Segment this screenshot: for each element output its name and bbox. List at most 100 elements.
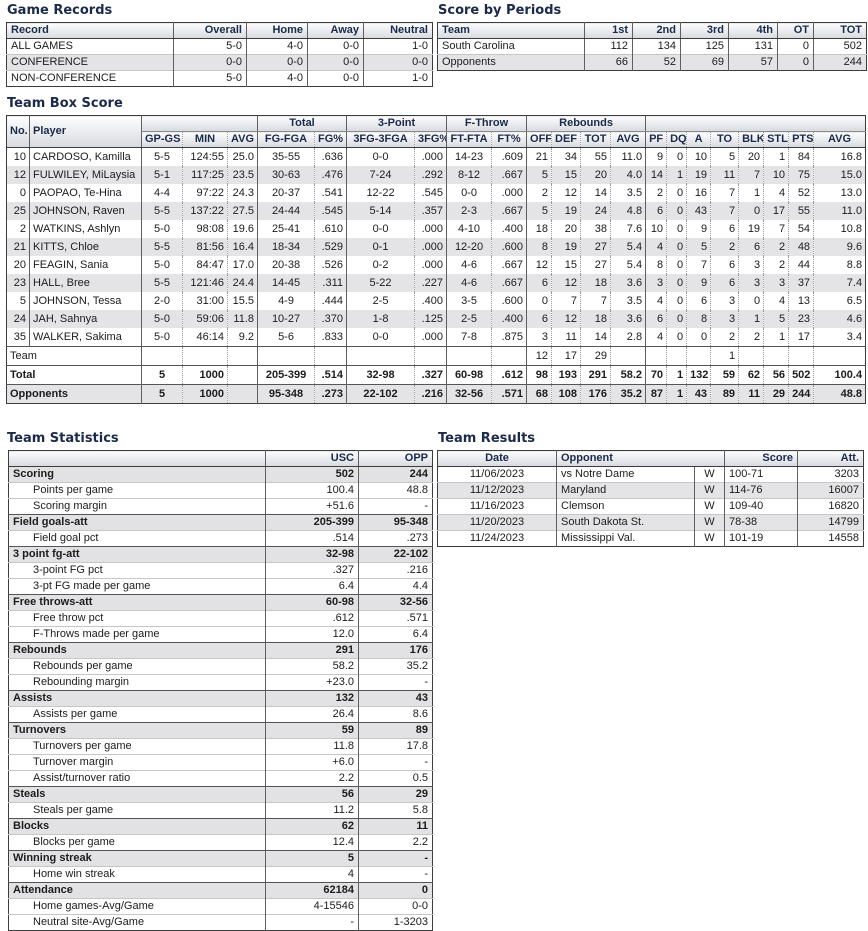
stat-cell: .610 xyxy=(314,220,347,238)
table-row: Assists per game 26.4 8.6 xyxy=(8,706,433,723)
cell: 11/24/2023 xyxy=(469,532,525,544)
score-by-periods-section: Score by Periods Team 1st 2nd 3rd 4th OT TOT So… xyxy=(437,3,868,71)
column-header: Record xyxy=(6,22,174,39)
stat-cell: 3.6 xyxy=(610,274,646,292)
stat-cell: 3 xyxy=(763,274,789,292)
stat-cell: 20 xyxy=(580,166,611,184)
cell: 11.2 xyxy=(265,802,359,819)
stat-cell: 95-348 xyxy=(257,384,315,404)
stat-cell xyxy=(346,346,415,366)
cell: 5.8 xyxy=(358,802,433,819)
stat-cell: 5-0 xyxy=(141,220,183,238)
cell: 11/20/2023 xyxy=(469,516,525,528)
stat-cell: .545 xyxy=(414,184,447,202)
stat-cell: 7.4 xyxy=(813,274,866,292)
stat-cell: 44 xyxy=(788,256,814,274)
player-name-cell: FULWILEY, MiLaysia xyxy=(29,166,142,184)
cell: 0 xyxy=(358,882,433,899)
cell: W xyxy=(694,466,725,483)
cell: +6.0 xyxy=(265,754,359,771)
stat-cell: .609 xyxy=(491,147,527,166)
stat-cell: .514 xyxy=(314,365,347,385)
stat-cell: 100.4 xyxy=(813,365,866,385)
column-header: FG% xyxy=(314,131,347,148)
stat-cell: 0-0 xyxy=(446,184,492,202)
table-row: 3-pt FG made per game 6.4 4.4 xyxy=(8,578,433,595)
cell: Turnovers xyxy=(13,724,66,736)
stat-cell: 5-0 xyxy=(141,310,183,328)
stat-cell: 6 xyxy=(710,220,739,238)
player-row: 12 FULWILEY, MiLaysia 5-1 117:25 23.5 30-63.4… xyxy=(6,166,866,184)
stat-cell: 5-14 xyxy=(346,202,415,220)
player-row: 24 JAH, Sahnya 5-0 59:06 11.8 10-27.370 1-8.12… xyxy=(6,310,866,328)
column-header: MIN xyxy=(182,131,228,148)
stat-cell: 17 xyxy=(551,346,581,366)
stat-cell: 0 xyxy=(666,274,687,292)
stat-cell: 6 xyxy=(710,256,739,274)
column-header: FT% xyxy=(491,131,527,148)
stat-cell: 52 xyxy=(788,184,814,202)
table-row: Rebounds per game 58.2 35.2 xyxy=(8,658,433,675)
stat-cell: 18 xyxy=(526,220,552,238)
stat-cell: 7 xyxy=(580,292,611,310)
team-statistics-table: USC OPP Scoring 502 244 Points per game 100.4 4… xyxy=(8,450,433,931)
stat-cell: 2 xyxy=(19,223,26,235)
stat-cell: .125 xyxy=(414,310,447,328)
stat-cell: 10 xyxy=(13,151,26,163)
stat-cell: 1 xyxy=(666,365,687,385)
cell: Rebounds per game xyxy=(33,660,133,672)
stat-cell: 8-12 xyxy=(446,166,492,184)
stat-cell: 18 xyxy=(580,310,611,328)
stat-cell: 4.0 xyxy=(610,166,646,184)
cell: - xyxy=(358,850,433,867)
stat-cell: 3.5 xyxy=(610,292,646,310)
stat-cell: 20 xyxy=(551,220,581,238)
stat-cell: .000 xyxy=(491,184,527,202)
group-header-row: No. Player Total 3-Point F-Throw Rebounds xyxy=(6,115,866,148)
column-header: FG-FGA xyxy=(257,131,315,148)
table-row: South Carolina 112 134 125 131 0 502 xyxy=(438,38,867,55)
cell: 100.4 xyxy=(265,482,359,499)
team-results-table: Date Opponent Score Att. 11/06/2023 vs Notre … xyxy=(437,450,864,547)
stat-cell: .667 xyxy=(491,274,527,292)
cell: 66 xyxy=(584,54,633,71)
stat-cell: 35.2 xyxy=(610,384,646,404)
team-results-title: Team Results xyxy=(438,431,536,446)
player-row: 5 JOHNSON, Tessa 2-0 31:00 15.5 4-9.444 2-5.40… xyxy=(7,292,866,310)
cell: 0 xyxy=(777,38,814,55)
stat-cell: 1 xyxy=(763,147,789,166)
stat-cell: 59:06 xyxy=(182,310,228,328)
cell: .514 xyxy=(265,530,359,547)
stat-cell: 24.3 xyxy=(226,184,258,202)
cell: .612 xyxy=(265,610,359,627)
stat-cell: .400 xyxy=(414,292,447,310)
cell: 291 xyxy=(265,642,359,659)
stat-cell: 37 xyxy=(788,274,814,292)
cell: Scoring xyxy=(13,468,54,480)
stat-cell: .541 xyxy=(314,184,347,202)
player-row: 20 FEAGIN, Sania 5-0 84:47 17.0 20-38.526 0-2.… xyxy=(7,256,866,274)
stat-cell: 89 xyxy=(710,384,739,404)
cell: Turnover margin xyxy=(33,756,114,768)
cell: 5-0 xyxy=(173,70,247,87)
column-header: Att. xyxy=(797,450,864,467)
cell: 62184 xyxy=(265,882,359,899)
game-records-table-wrap: Record Overall Home Away Neutral ALL GAMES 5-0… xyxy=(6,22,437,87)
stat-cell: .327 xyxy=(414,365,447,385)
stat-cell: 29 xyxy=(580,346,611,366)
stat-cell: 9 xyxy=(686,220,711,238)
player-name-cell: JAH, Sahnya xyxy=(29,310,142,328)
stat-cell: .600 xyxy=(491,238,527,256)
stat-cell: 23 xyxy=(788,310,814,328)
cell: +51.6 xyxy=(265,498,359,515)
stat-cell: 11.8 xyxy=(226,310,258,328)
team-statistics-table-wrap: USC OPP Scoring 502 244 Points per game 100.4 4… xyxy=(8,450,437,931)
stat-cell: 9 xyxy=(645,147,667,166)
team-box-score-title: Team Box Score xyxy=(7,96,123,111)
stat-cell: 19 xyxy=(551,202,581,220)
stat-cell: .370 xyxy=(314,310,347,328)
stat-cell: 117:25 xyxy=(182,166,228,184)
stat-cell: 11.0 xyxy=(813,202,866,220)
cell: 12.4 xyxy=(265,834,359,851)
stat-cell: 20 xyxy=(13,259,26,271)
